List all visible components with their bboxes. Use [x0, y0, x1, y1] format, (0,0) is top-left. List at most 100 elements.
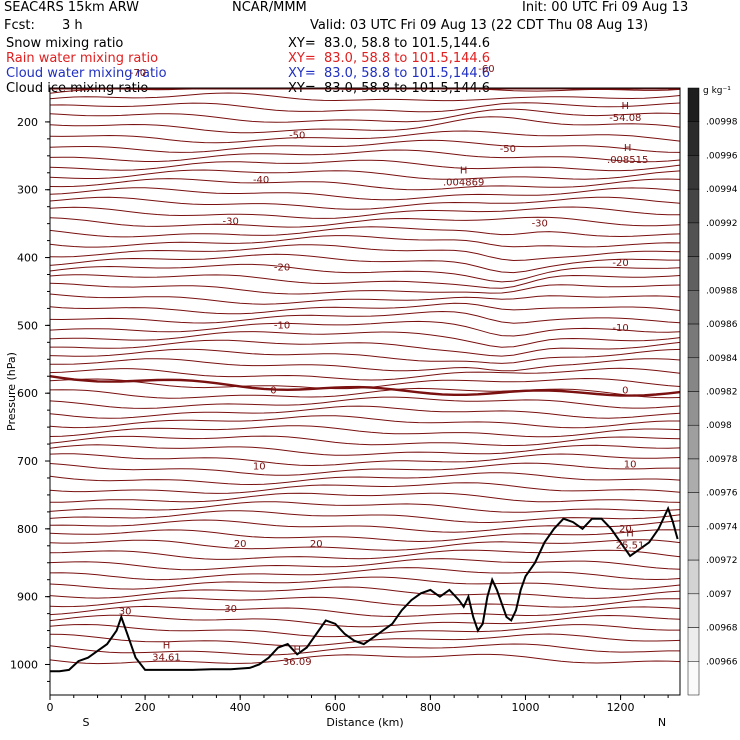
contour-label: 20: [310, 539, 323, 550]
freezing-level-contour: [49, 375, 681, 397]
temperature-contour-line: [49, 558, 681, 571]
temperature-contour-line: [49, 130, 681, 144]
contour-label: 0: [622, 385, 628, 396]
contour-label: -70: [130, 68, 146, 79]
temperature-contour-line: [49, 472, 681, 486]
y-tick-label: 400: [17, 252, 38, 265]
colorbar-label: .00986: [706, 320, 738, 330]
extrema-layer: H-54.08H.008515H.004869H34.61H36.09H25.5…: [152, 101, 648, 668]
temperature-contour-line: [49, 435, 681, 447]
temperature-contour-line: [49, 282, 681, 295]
temperature-contour-line: [49, 348, 681, 364]
contour-label: -50: [289, 130, 305, 141]
extremum-symbol: H: [293, 645, 301, 656]
temperature-contour-line: [49, 396, 681, 409]
valid-time: Valid: 03 UTC Fri 09 Aug 13 (22 CDT Thu …: [310, 18, 649, 33]
extremum-value: 34.61: [152, 652, 181, 663]
contour-label: 20: [619, 524, 632, 535]
colorbar-label: .00994: [706, 185, 738, 195]
temperature-contour-line: [49, 302, 681, 315]
colorbar-label: .0099: [706, 253, 732, 263]
x-axis-label: Distance (km): [326, 716, 403, 729]
temperature-contour-line: [49, 567, 681, 581]
contour-label: -10: [612, 323, 628, 334]
colorbar-swatch: [687, 357, 700, 392]
temperature-contour-line: [49, 444, 681, 456]
temperature-contour-line: [49, 529, 681, 543]
temperature-contour-line: [49, 263, 681, 283]
temperature-contour-line: [49, 320, 681, 337]
field-xy-rain: XY= 83.0, 58.8 to 101.5,144.6: [288, 51, 491, 66]
colorbar-swatch: [687, 290, 700, 325]
plot-frame: [49, 87, 681, 696]
temperature-contour-line: [49, 196, 681, 210]
axes-layer: 0 200 400 600 800 1000 12002003004005006007008…: [5, 116, 669, 729]
contour-label: -60: [478, 64, 494, 75]
colorbar-swatch: [687, 593, 700, 628]
x-tick-label: 400: [230, 701, 251, 714]
temperature-contour-line: [49, 576, 681, 590]
temperature-contour-line: [49, 226, 681, 238]
temperature-contour-line: [49, 453, 681, 467]
extremum-symbol: H: [163, 640, 171, 651]
temperature-contour-line: [49, 169, 681, 180]
temperature-contour-line: [49, 216, 681, 228]
y-tick-label: 300: [17, 184, 38, 197]
temperature-contour-line: [49, 178, 681, 191]
contour-label: 0: [270, 385, 276, 396]
extremum-value: .008515: [607, 155, 648, 166]
temperature-contour-line: [49, 206, 681, 219]
extremum-symbol: H: [624, 143, 632, 154]
temperature-contour-line: [49, 235, 681, 248]
colorbar-swatch: [687, 155, 700, 190]
temperature-contour-line: [49, 510, 681, 524]
colorbar-unit: g kg⁻¹: [703, 86, 731, 96]
temperature-contour-line: [49, 539, 681, 551]
model-title: SEAC4RS 15km ARW: [4, 0, 140, 15]
temperature-contour-line: [49, 633, 681, 647]
colorbar-label: .00998: [706, 118, 738, 128]
y-tick-label: 700: [17, 455, 38, 468]
contour-label: 20: [234, 539, 247, 550]
contour-label: -30: [223, 217, 239, 228]
x-tick-label: 800: [420, 701, 441, 714]
temperature-contour-line: [49, 425, 681, 438]
colorbar-label: .00992: [706, 219, 738, 229]
temperature-contour-line: [49, 116, 681, 134]
colorbar-swatch: [687, 121, 700, 156]
y-tick-label: 1000: [10, 658, 38, 671]
colorbar-swatch: [687, 424, 700, 460]
temperature-contour-line: [49, 415, 680, 429]
temperature-contour-line: [49, 549, 681, 560]
colorbar-swatch: [687, 222, 700, 257]
colorbar-swatch: [687, 188, 700, 224]
contour-label: 30: [119, 607, 132, 618]
colorbar-label: .00966: [706, 657, 738, 667]
x-tick-label: 1000: [511, 701, 539, 714]
temperature-contour-line: [49, 88, 681, 94]
contour-label: 10: [253, 461, 266, 472]
contour-label: -10: [274, 320, 290, 331]
extremum-value: 25.51: [616, 540, 645, 551]
temperature-contour-line: [49, 501, 681, 513]
temperature-contour-line: [49, 462, 680, 476]
contour-label: -20: [274, 263, 290, 274]
y-axis-label: Pressure (hPa): [5, 352, 18, 431]
x-tick-label: 0: [47, 701, 54, 714]
colorbar-swatch: [687, 492, 700, 527]
colorbar-swatch: [687, 256, 700, 291]
temperature-contour-line: [49, 405, 681, 419]
temperature-contour-line: [49, 244, 681, 262]
colorbar-label: .00996: [706, 151, 738, 161]
temperature-contour-line: [49, 614, 681, 628]
contour-label: 30: [224, 604, 237, 615]
colorbar-label: .00984: [706, 354, 738, 364]
colorbar: .00998 .00996 .00994 .00992 .0099 .00988 .0098…: [687, 86, 738, 696]
extremum-value: -54.08: [609, 113, 641, 124]
temperature-contour-line: [49, 139, 681, 153]
temperature-contour-line: [49, 387, 681, 399]
field-name-snow: Snow mixing ratio: [6, 36, 124, 51]
temperature-contour-line: [49, 159, 681, 172]
fcst-value: 3 h: [62, 18, 83, 33]
